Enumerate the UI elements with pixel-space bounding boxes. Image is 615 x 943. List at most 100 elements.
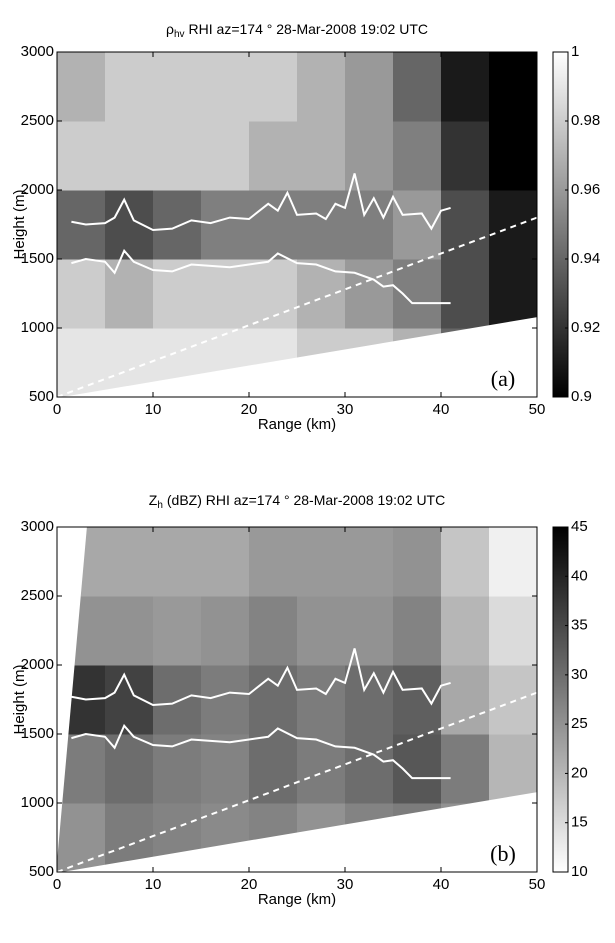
heat-cell xyxy=(393,259,442,329)
heat-cell xyxy=(489,596,538,666)
heat-cell xyxy=(153,596,202,666)
heat-cell xyxy=(393,121,442,191)
heat-cell xyxy=(489,259,538,329)
heat-cell xyxy=(441,665,490,735)
heat-cell xyxy=(201,665,250,735)
heat-cell xyxy=(441,121,490,191)
heat-cell xyxy=(249,190,298,260)
boundary-line xyxy=(71,248,451,305)
heat-cell xyxy=(249,665,298,735)
heat-cell xyxy=(105,121,154,191)
heat-cell xyxy=(153,665,202,735)
heat-cell xyxy=(249,596,298,666)
colorbar-tick-label: 0.9 xyxy=(571,388,592,405)
heat-cell xyxy=(201,121,250,191)
colorbar-tick-label: 1 xyxy=(571,43,579,60)
heat-cell xyxy=(393,596,442,666)
heat-cell xyxy=(297,527,346,597)
annotation: (a) xyxy=(491,366,515,391)
boundary-line xyxy=(71,173,451,232)
heat-cell xyxy=(57,259,106,329)
colorbar-tick-label: 45 xyxy=(571,518,588,535)
panel: Zh (dBZ) RHI az=174 ° 28-Mar-2008 19:02 U… xyxy=(11,492,588,908)
heat-cell xyxy=(297,121,346,191)
x-tick-label: 20 xyxy=(241,876,258,893)
heat-cell xyxy=(489,665,538,735)
overlay xyxy=(56,173,538,398)
heat-cell xyxy=(57,803,106,873)
heat-cell xyxy=(297,596,346,666)
y-tick-label: 3000 xyxy=(21,43,54,60)
colorbar-tick-label: 25 xyxy=(571,715,588,732)
x-axis-label: Range (km) xyxy=(258,891,336,908)
heat-cell xyxy=(105,596,154,666)
plot-frame xyxy=(56,526,538,873)
heat-cell xyxy=(297,52,346,122)
x-tick-label: 10 xyxy=(145,401,162,418)
heat-cell xyxy=(57,52,106,122)
heat-cell xyxy=(201,259,250,329)
heat-cell xyxy=(489,190,538,260)
x-tick-label: 30 xyxy=(337,876,354,893)
colorbar-tick-label: 0.92 xyxy=(571,319,600,336)
heat-cell xyxy=(393,527,442,597)
x-tick-label: 0 xyxy=(53,401,61,418)
colorbar-tick-label: 0.96 xyxy=(571,181,600,198)
y-tick-label: 1000 xyxy=(21,794,54,811)
heat-cell xyxy=(441,190,490,260)
colorbar-tick-label: 30 xyxy=(571,666,588,683)
y-tick-label: 2000 xyxy=(21,656,54,673)
annotation-box xyxy=(476,364,536,396)
heat-cell xyxy=(441,734,490,804)
heat-cell xyxy=(441,259,490,329)
x-tick-label: 0 xyxy=(53,876,61,893)
heat-cell xyxy=(57,121,106,191)
y-tick-label: 3000 xyxy=(21,518,54,535)
y-tick-label: 2500 xyxy=(21,112,54,129)
title-subscript: h xyxy=(157,500,163,511)
x-tick-label: 50 xyxy=(529,401,546,418)
colorbar-tick-label: 0.98 xyxy=(571,112,600,129)
heat-cell xyxy=(393,52,442,122)
heat-cell xyxy=(489,734,538,804)
dashed-line xyxy=(56,216,538,398)
chart-title: Zh (dBZ) RHI az=174 ° 28-Mar-2008 19:02 U… xyxy=(149,492,445,511)
colorbar-tick-label: 35 xyxy=(571,617,588,634)
beam-mask xyxy=(56,317,538,398)
x-tick-label: 40 xyxy=(433,401,450,418)
x-tick-label: 40 xyxy=(433,876,450,893)
chart-title: ρhv RHI az=174 ° 28-Mar-2008 19:02 UTC xyxy=(166,21,428,40)
beam-mask xyxy=(56,792,538,873)
y-axis-label: Height (m) xyxy=(11,189,28,259)
heat-cell xyxy=(297,665,346,735)
colorbar-tick-label: 0.94 xyxy=(571,250,600,267)
heat-cell xyxy=(201,734,250,804)
heat-cell xyxy=(345,527,394,597)
y-tick-label: 2500 xyxy=(21,587,54,604)
heat-cell xyxy=(201,190,250,260)
heat-cell xyxy=(105,665,154,735)
title-symbol: ρ xyxy=(166,21,174,37)
heat-cell xyxy=(345,259,394,329)
colorbar xyxy=(552,51,569,398)
colorbar-tick-label: 40 xyxy=(571,567,588,584)
plot-frame xyxy=(56,51,538,398)
heat-cell xyxy=(201,596,250,666)
heat-cell xyxy=(249,121,298,191)
annotation: (b) xyxy=(490,841,516,866)
heat-cell xyxy=(201,527,250,597)
heat-cell xyxy=(297,190,346,260)
heat-cell xyxy=(105,52,154,122)
y-tick-label: 2000 xyxy=(21,181,54,198)
heat-cell xyxy=(249,259,298,329)
panel: ρhv RHI az=174 ° 28-Mar-2008 19:02 UTC (a… xyxy=(11,21,600,433)
y-tick-label: 1000 xyxy=(21,319,54,336)
y-tick-label: 500 xyxy=(29,388,54,405)
colorbar-tick-label: 20 xyxy=(571,764,588,781)
title-subscript: hv xyxy=(174,29,185,40)
heat-cell xyxy=(153,527,202,597)
colorbar-tick-label: 15 xyxy=(571,814,588,831)
heat-cell xyxy=(489,527,538,597)
heat-cell xyxy=(297,734,346,804)
